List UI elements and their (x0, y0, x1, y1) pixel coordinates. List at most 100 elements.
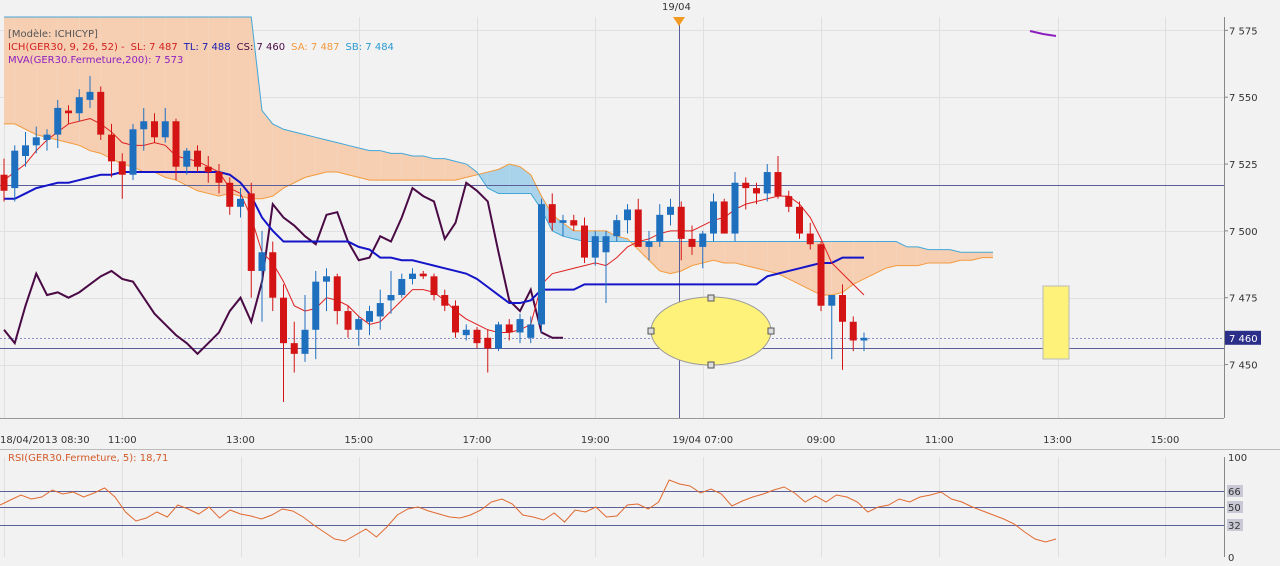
candle-body (75, 97, 83, 114)
rsi-tick-label: 32 (1228, 521, 1241, 532)
ellipse-handle (707, 361, 715, 369)
mva-line (1029, 30, 1057, 37)
candle-body (559, 220, 567, 223)
x-tick-label: 17:00 (463, 435, 492, 446)
kumo-cloud-segment (907, 246, 918, 266)
kumo-cloud-segment (337, 142, 348, 175)
candle-body (505, 324, 513, 333)
kumo-cloud-segment (4, 17, 15, 124)
kumo-cloud-segment (14, 17, 26, 130)
candle-body (290, 343, 298, 354)
candle-body (688, 238, 696, 247)
candle-body (86, 91, 94, 100)
y-tick-label: 7 475 (1229, 294, 1258, 305)
x-tick-label: 15:00 (344, 435, 373, 446)
candle-body (710, 201, 717, 234)
rsi-level-tag (1227, 519, 1243, 531)
kumo-cloud-segment (681, 241, 692, 271)
kumo-cloud-segment (348, 145, 359, 178)
kumo-cloud-segment (240, 17, 252, 199)
candle-body (355, 319, 363, 330)
kumo-cloud-segment (455, 161, 467, 181)
candle-body (591, 236, 599, 258)
kumo-cloud-segment (79, 17, 90, 151)
candle-body (548, 204, 556, 223)
kumo-cloud-segment (616, 236, 628, 242)
candle-body (161, 121, 169, 138)
day-marker-triangle (673, 17, 685, 26)
kijun-sen-line (4, 171, 864, 305)
kumo-cloud-segment (315, 137, 327, 175)
candle-body (462, 329, 470, 336)
candle-body (301, 329, 309, 354)
kumo-cloud-segment (563, 222, 574, 239)
kumo-cloud-segment (778, 241, 789, 279)
candle-body (613, 220, 621, 237)
kumo-cloud-segment (960, 252, 972, 261)
candle-body (699, 233, 707, 247)
x-tick-label: 13:00 (226, 435, 255, 446)
kumo-cloud-segment (444, 158, 456, 181)
candle-body (624, 209, 631, 221)
candle-body (452, 305, 459, 333)
x-tick-label: 09:00 (807, 435, 836, 446)
candle-body (849, 321, 857, 341)
kumo-cloud-segment (401, 153, 413, 181)
candle-body (570, 220, 578, 226)
kumo-cloud-segment (745, 241, 757, 269)
candle-body (828, 295, 836, 306)
highlight-ellipse (650, 296, 772, 366)
kumo-cloud-segment (724, 241, 735, 263)
candle-body (129, 129, 137, 175)
candle-body (538, 204, 545, 325)
candle-body (387, 295, 395, 301)
candle-body (97, 91, 105, 135)
kumo-cloud-segment (294, 131, 305, 183)
candle-body (172, 121, 180, 167)
legend-sb: SB: 7 484 (345, 42, 394, 53)
kumo-cloud-segment (928, 249, 940, 263)
candle-body (796, 206, 803, 234)
candle-body (183, 150, 191, 167)
candle-body (419, 273, 427, 277)
candle-body (22, 145, 29, 157)
top-date-marker-label: 19/04 (662, 2, 691, 13)
kumo-cloud-segment (143, 17, 155, 173)
kumo-cloud-segment (649, 241, 660, 271)
legend-sa: SA: 7 487 (291, 42, 340, 53)
kumo-cloud-segment (111, 17, 123, 165)
y-tick-label: 7 525 (1229, 160, 1258, 171)
candle-body (140, 121, 148, 130)
candle-body (194, 150, 201, 167)
legend-sl: SL: 7 487 (130, 42, 178, 53)
candle-body (495, 324, 502, 349)
candle-body (634, 209, 642, 247)
candle-body (108, 134, 115, 162)
candle-body (720, 201, 728, 234)
kumo-cloud-segment (799, 241, 811, 290)
candle-body (118, 161, 126, 175)
senkou-span-b-line (4, 16, 993, 253)
kumo-cloud-segment (208, 17, 219, 197)
legend-mva: MVA(GER30.Fermeture,200): 7 573 (8, 55, 184, 66)
kumo-cloud-segment (358, 147, 370, 181)
kumo-cloud-segment (842, 241, 854, 293)
candle-body (258, 252, 266, 271)
candle-body (269, 252, 277, 298)
candle-body (441, 295, 449, 306)
kumo-cloud-segment (197, 17, 209, 194)
legend-cs: CS: 7 460 (236, 42, 286, 53)
y-tick-label: 7 500 (1229, 227, 1258, 238)
candle-body (398, 278, 406, 296)
candle-body (376, 303, 384, 317)
kumo-cloud-segment (434, 158, 445, 181)
kumo-cloud-segment (380, 150, 391, 181)
candle-body (54, 107, 62, 135)
rsi-tick-label: 50 (1228, 503, 1241, 514)
kumo-cloud-segment (713, 241, 725, 263)
kumo-cloud-segment (670, 241, 682, 274)
candle-body (0, 174, 8, 191)
kumo-cloud-segment (520, 166, 531, 194)
kumo-cloud-segment (412, 156, 424, 181)
